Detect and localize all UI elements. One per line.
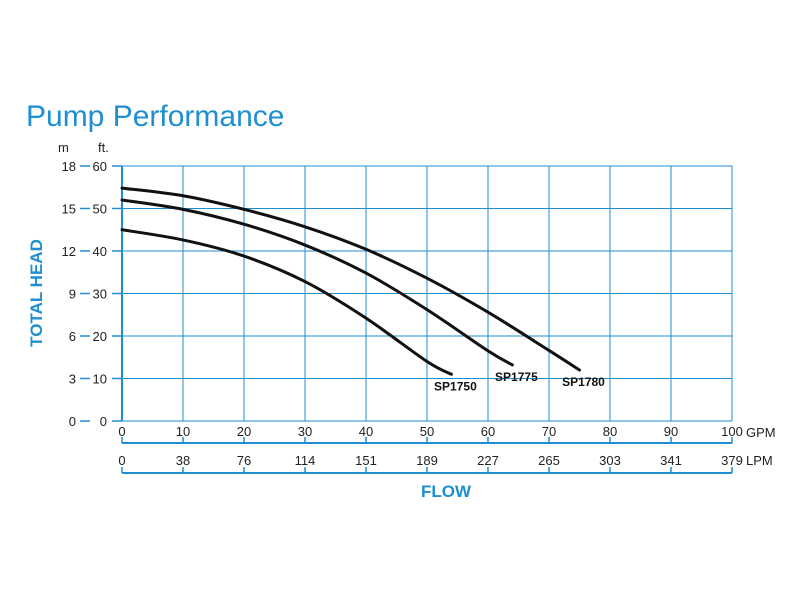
y-tick-label-ft: 50	[93, 202, 107, 217]
grid	[121, 165, 733, 422]
y-tick-label-m: 12	[62, 244, 76, 259]
axes	[80, 165, 733, 474]
series-label-sp1750: SP1750	[434, 379, 477, 393]
x-tick-label-lpm: 379	[721, 453, 743, 468]
chart-title: Pump Performance	[26, 100, 284, 133]
y-tick-label-m: 15	[62, 202, 76, 217]
tick-labels: 0 10 20 30 40 50 60 0 3 6 9 12 15 18 0 10 20 30 40 50 60 70 80…	[62, 159, 743, 468]
y-tick-label-m: 9	[69, 287, 76, 302]
series-label-sp1775: SP1775	[495, 370, 538, 384]
y-tick-label-m: 6	[69, 329, 76, 344]
x-tick-label-gpm: 60	[481, 424, 495, 439]
x-tick-label-lpm: 114	[295, 453, 316, 468]
y-tick-label-ft: 0	[100, 414, 107, 429]
x-tick-label-gpm: 70	[542, 424, 556, 439]
y-tick-label-m: 0	[69, 414, 76, 429]
y-tick-label-ft: 20	[93, 329, 107, 344]
x-tick-label-gpm: 90	[664, 424, 678, 439]
y-tick-label-m: 18	[62, 159, 76, 174]
series-label-sp1780: SP1780	[562, 375, 605, 389]
x-tick-label-gpm: 20	[237, 424, 251, 439]
x-axis-label: FLOW	[421, 482, 472, 501]
x-tick-label-lpm: 227	[477, 453, 499, 468]
series-line-sp1780	[120, 186, 581, 372]
x-tick-label-lpm: 303	[599, 453, 621, 468]
x-tick-label-gpm: 0	[118, 424, 125, 439]
y-unit-feet: ft.	[98, 140, 109, 155]
x-tick-label-gpm: 50	[420, 424, 434, 439]
series-line-sp1775	[120, 198, 514, 367]
x-tick-label-gpm: 80	[603, 424, 617, 439]
series-lines: SP1750 SP1775 SP1780	[120, 186, 605, 393]
x-tick-label-lpm: 0	[118, 453, 125, 468]
x-tick-label-lpm: 265	[538, 453, 560, 468]
series-line-sp1750	[120, 228, 453, 376]
y-tick-label-ft: 30	[93, 287, 107, 302]
x-unit-lpm: LPM	[746, 453, 773, 468]
x-tick-label-lpm: 76	[237, 453, 251, 468]
y-tick-label-m: 3	[69, 372, 76, 387]
x-unit-gpm: GPM	[746, 425, 776, 440]
x-tick-label-lpm: 38	[176, 453, 190, 468]
y-tick-label-ft: 10	[93, 372, 107, 387]
x-tick-label-gpm: 10	[176, 424, 190, 439]
x-tick-label-gpm: 30	[298, 424, 312, 439]
y-unit-meters: m	[58, 140, 69, 155]
x-tick-label-lpm: 341	[660, 453, 682, 468]
x-tick-label-gpm: 100	[721, 424, 743, 439]
y-axis-label: TOTAL HEAD	[27, 239, 46, 347]
x-tick-label-gpm: 40	[359, 424, 373, 439]
y-tick-label-ft: 60	[93, 159, 107, 174]
x-tick-label-lpm: 189	[416, 453, 438, 468]
y-tick-label-ft: 40	[93, 244, 107, 259]
x-tick-label-lpm: 151	[355, 453, 377, 468]
